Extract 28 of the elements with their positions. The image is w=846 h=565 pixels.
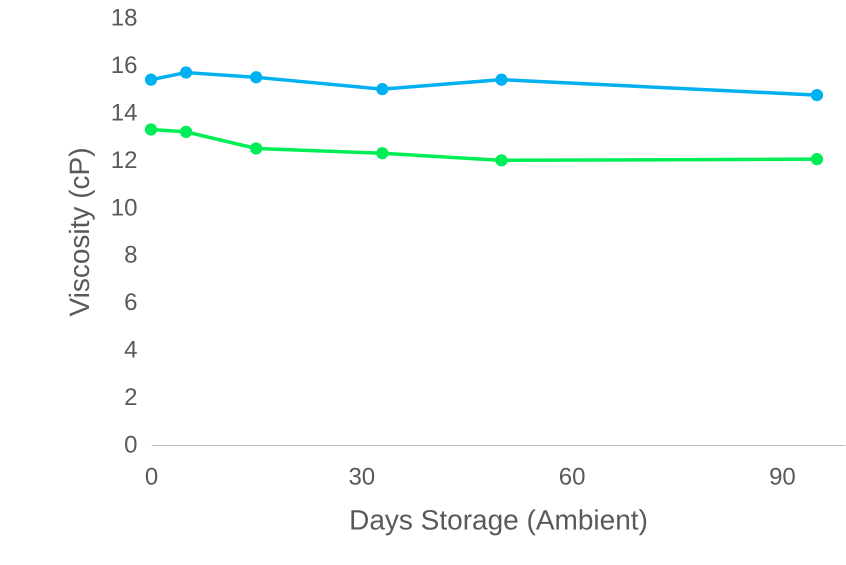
x-tick-label: 30 [348, 464, 376, 490]
y-tick-label: 8 [124, 242, 138, 269]
point [376, 147, 388, 160]
point [495, 154, 508, 166]
y-tick-label: 16 [110, 52, 138, 79]
point [180, 126, 192, 138]
point [376, 83, 388, 96]
x-tick-label: 0 [144, 464, 158, 490]
y-tick-label: 10 [110, 194, 138, 222]
y-tick-label: 14 [110, 99, 138, 126]
point [250, 71, 262, 84]
y-tick-label: 6 [124, 289, 138, 316]
point [810, 88, 824, 102]
y-tick-label: 4 [124, 336, 138, 364]
point [144, 74, 158, 86]
point [144, 123, 158, 136]
point [810, 153, 824, 166]
y-tick-label: 2 [124, 384, 138, 412]
x-tick-label: 90 [769, 464, 796, 490]
y-tick-label: 0 [124, 432, 138, 458]
x-tick-label: 60 [558, 464, 586, 490]
y-tick-label: 12 [110, 146, 138, 174]
point [250, 142, 262, 155]
y-axis-title: Viscosity (cP) [64, 147, 95, 317]
x-axis-title: Days Storage (Ambient) [349, 504, 648, 536]
y-tick-label: 18 [110, 4, 138, 32]
point [495, 74, 508, 86]
point [180, 66, 192, 79]
